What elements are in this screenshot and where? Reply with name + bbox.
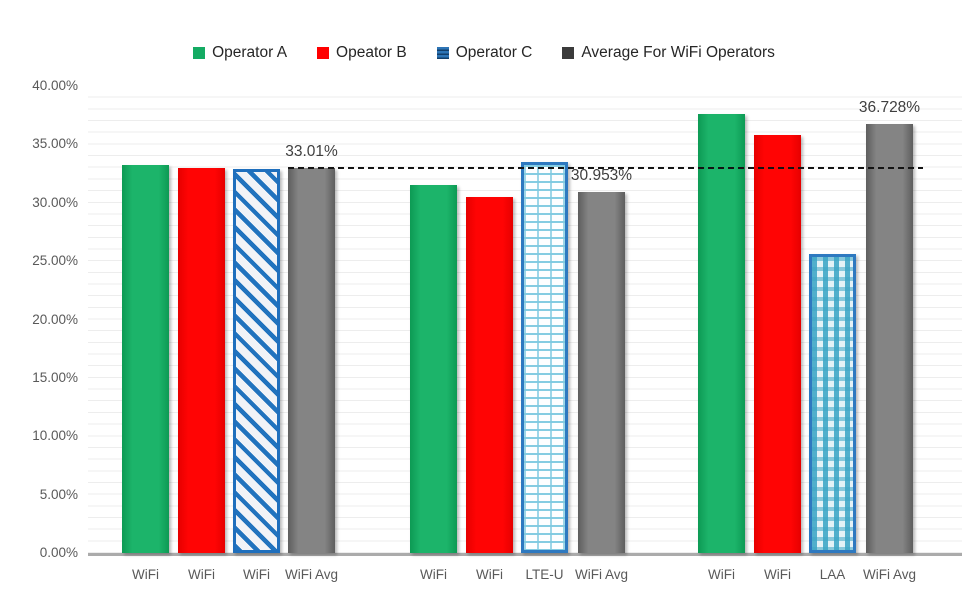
legend-label-operator-a: Operator A — [212, 44, 288, 61]
y-axis-tick-label: 10.00% — [32, 428, 78, 444]
legend-label-average: Average For WiFi Operators — [581, 44, 775, 61]
legend-item-operator-c: Operator C — [436, 44, 533, 62]
x-axis-tick-label: WiFi Avg — [574, 567, 629, 582]
plot-area — [88, 86, 962, 556]
bar-operator-c-lte-u — [521, 161, 568, 553]
legend-item-average: Average For WiFi Operators — [562, 44, 775, 62]
average-reference-line — [288, 166, 923, 169]
x-axis-tick-label: LAA — [819, 567, 846, 582]
x-axis-tick-label: WiFi — [476, 567, 503, 582]
bar-average-for-wifi-operators-wifi-avg — [866, 124, 913, 553]
y-axis-tick-label: 20.00% — [32, 311, 78, 327]
legend-marker-operator-c — [436, 47, 449, 59]
legend: Operator A Opeator B Operator C Average … — [0, 44, 968, 62]
x-axis-tick-label: WiFi — [708, 567, 735, 582]
y-axis-tick-label: 15.00% — [32, 369, 78, 385]
x-axis-tick-label: WiFi — [188, 567, 215, 582]
bar-average-for-wifi-operators-wifi-avg — [578, 191, 625, 553]
bar-average-for-wifi-operators-wifi-avg — [288, 167, 335, 553]
y-axis-tick-label: 40.00% — [32, 78, 78, 93]
x-axis-tick-label: WiFi — [243, 567, 270, 582]
bar-opeator-b-wifi — [466, 196, 513, 553]
legend-label-operator-c: Operator C — [455, 44, 533, 61]
y-axis-tick-label: 30.00% — [32, 194, 78, 210]
bar-opeator-b-wifi — [178, 167, 225, 553]
bar-operator-a-wifi — [122, 165, 169, 553]
x-axis-tick-label: WiFi — [764, 567, 791, 582]
legend-marker-operator-a — [193, 47, 206, 59]
y-axis-tick-label: 25.00% — [32, 253, 78, 269]
bar-operator-c-laa — [809, 254, 856, 553]
legend-item-operator-b: Opeator B — [317, 44, 407, 62]
x-axis-tick-label: LTE-U — [525, 567, 564, 582]
bar-operator-c-wifi — [233, 169, 280, 553]
legend-label-operator-b: Opeator B — [336, 44, 407, 61]
data-label-wifi-avg: 33.01% — [285, 142, 338, 160]
legend-marker-average — [562, 47, 575, 59]
y-axis-tick-label: 5.00% — [39, 486, 78, 502]
data-label-wifi-avg: 30.953% — [570, 166, 633, 184]
bar-opeator-b-wifi — [754, 135, 801, 553]
x-axis-tick-label: WiFi Avg — [862, 567, 917, 582]
bar-operator-a-wifi — [698, 114, 745, 553]
data-label-wifi-avg: 36.728% — [858, 99, 921, 117]
bar-operator-a-wifi — [410, 185, 457, 553]
legend-marker-operator-b — [317, 47, 330, 59]
x-axis-tick-label: WiFi Avg — [284, 567, 339, 582]
legend-item-operator-a: Operator A — [193, 44, 287, 62]
x-axis-tick-label: WiFi — [132, 567, 159, 582]
y-axis-tick-label: 0.00% — [39, 545, 78, 560]
x-axis-tick-label: WiFi — [420, 567, 447, 582]
y-axis-tick-label: 35.00% — [32, 136, 78, 152]
